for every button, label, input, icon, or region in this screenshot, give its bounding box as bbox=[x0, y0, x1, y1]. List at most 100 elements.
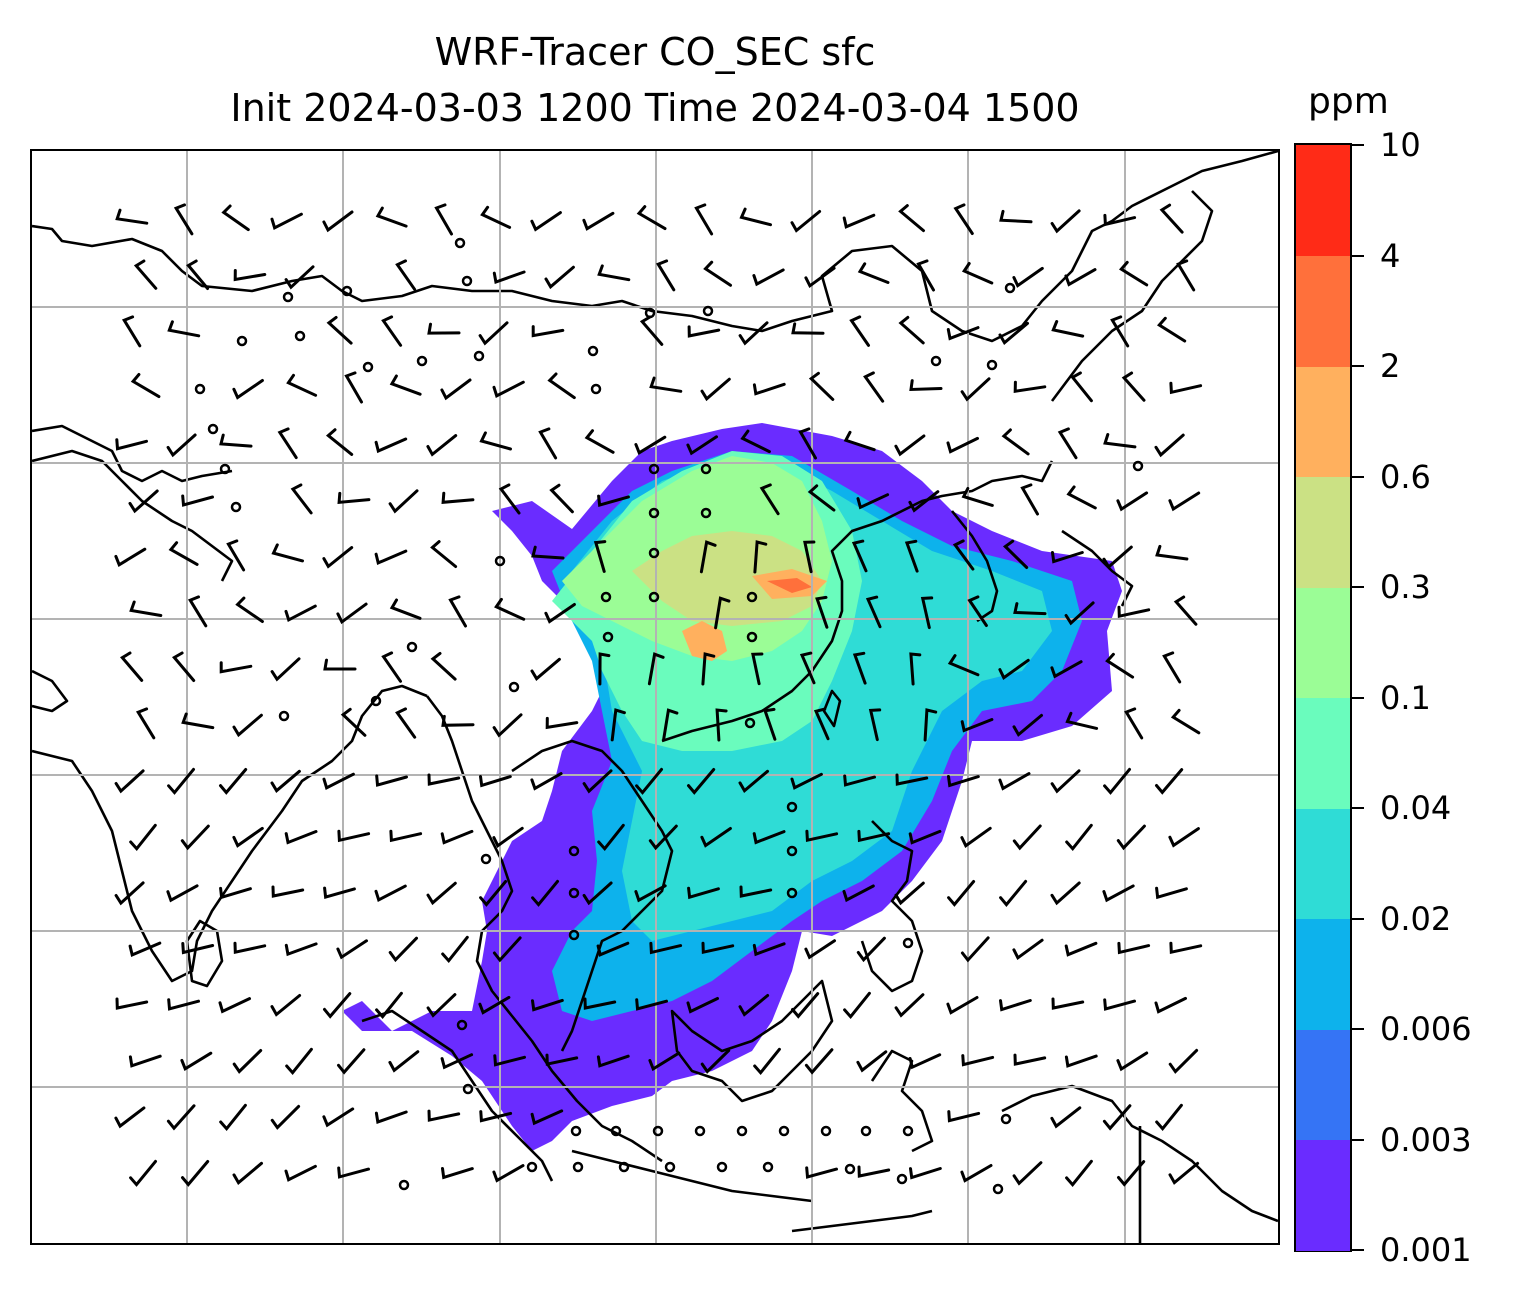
calm-wind-marker bbox=[702, 305, 714, 317]
calm-wind-marker bbox=[694, 1125, 706, 1137]
map-panel bbox=[30, 149, 1280, 1245]
calm-wind-marker bbox=[526, 1161, 538, 1173]
wind-barb bbox=[952, 539, 975, 571]
wind-barb bbox=[1117, 605, 1151, 619]
wind-barb bbox=[1050, 769, 1081, 794]
wind-barb bbox=[1013, 1053, 1047, 1066]
wind-barb bbox=[694, 203, 714, 236]
wind-barb bbox=[545, 716, 579, 730]
wind-barb bbox=[687, 325, 721, 338]
calm-wind-marker bbox=[648, 547, 660, 559]
wind-barb bbox=[1064, 941, 1098, 957]
colorbar-segment bbox=[1296, 918, 1350, 1030]
wind-barb bbox=[374, 1110, 408, 1125]
colorbar-tick bbox=[1352, 586, 1364, 588]
wind-barb bbox=[167, 998, 200, 1011]
wind-barb bbox=[115, 438, 148, 451]
wind-barb bbox=[648, 1051, 681, 1072]
calm-wind-marker bbox=[194, 383, 206, 395]
calm-wind-marker bbox=[618, 1161, 630, 1173]
wind-barb bbox=[909, 1167, 942, 1180]
wind-barb bbox=[344, 371, 363, 404]
wind-barb bbox=[908, 829, 942, 845]
wind-barb bbox=[739, 207, 772, 227]
wind-barb bbox=[635, 767, 663, 795]
wind-barb bbox=[323, 658, 357, 671]
colorbar-tick bbox=[1352, 696, 1364, 699]
calm-wind-marker bbox=[341, 285, 353, 297]
colorbar-tick-label: 0.3 bbox=[1380, 568, 1431, 606]
calm-wind-marker bbox=[282, 291, 294, 303]
wind-barb bbox=[815, 595, 829, 629]
wind-barb bbox=[478, 995, 511, 1015]
wind-barb bbox=[531, 879, 559, 907]
wind-barb bbox=[894, 434, 926, 457]
wind-barb bbox=[813, 707, 830, 741]
colorbar-unit-label: ppm bbox=[1308, 81, 1389, 122]
coastline-taiwan bbox=[822, 689, 842, 728]
wind-barb bbox=[530, 1109, 564, 1126]
wind-barb bbox=[530, 657, 561, 681]
calm-wind-marker bbox=[462, 1083, 474, 1095]
wind-barb bbox=[375, 206, 408, 228]
wind-barb bbox=[752, 830, 786, 845]
coastline-sumatra bbox=[361, 1009, 554, 1182]
wind-barb bbox=[1066, 485, 1097, 510]
wind-barb bbox=[1168, 1161, 1200, 1185]
wind-barb bbox=[700, 377, 731, 402]
colorbar-tick bbox=[1352, 144, 1364, 146]
wind-barb bbox=[337, 1048, 366, 1075]
wind-barb bbox=[1103, 767, 1131, 795]
wind-barb bbox=[636, 205, 667, 231]
wind-barb bbox=[388, 1050, 420, 1073]
wind-barb bbox=[1162, 651, 1182, 684]
wind-barb bbox=[662, 708, 679, 742]
wind-barb bbox=[284, 265, 315, 290]
calm-wind-marker bbox=[587, 345, 599, 357]
wind-barb bbox=[799, 651, 816, 685]
wind-barb bbox=[271, 543, 304, 563]
wind-barb bbox=[909, 379, 943, 392]
wind-barb bbox=[1001, 428, 1030, 456]
wind-barb bbox=[790, 772, 823, 790]
wind-barb bbox=[440, 1053, 474, 1070]
wind-barb bbox=[133, 259, 158, 290]
wind-barb bbox=[1064, 1054, 1098, 1068]
wind-barb bbox=[739, 885, 773, 898]
wind-barb bbox=[270, 769, 301, 793]
wind-barb bbox=[374, 549, 408, 565]
wind-barb bbox=[752, 382, 786, 396]
wind-barb bbox=[1050, 209, 1081, 234]
wind-barb bbox=[531, 325, 565, 338]
colorbar-segment bbox=[1296, 145, 1350, 257]
wind-barb bbox=[1020, 483, 1039, 516]
wind-barb bbox=[998, 321, 1029, 346]
wind-barb bbox=[804, 266, 836, 289]
map-canvas bbox=[32, 151, 1278, 1243]
wind-barb bbox=[1051, 997, 1085, 1010]
wind-barb bbox=[426, 881, 457, 906]
wind-barb bbox=[129, 823, 157, 852]
wind-barb bbox=[219, 661, 253, 674]
wind-barb bbox=[166, 884, 199, 903]
wind-barb bbox=[863, 371, 885, 403]
wind-barb bbox=[493, 1054, 526, 1067]
wind-barb bbox=[374, 884, 407, 903]
wind-barb bbox=[322, 546, 354, 569]
colorbar-tick-label: 0.04 bbox=[1380, 789, 1452, 827]
calm-wind-marker bbox=[986, 359, 998, 371]
calm-wind-marker bbox=[207, 423, 219, 435]
wind-barb bbox=[868, 708, 882, 742]
wind-barb bbox=[920, 596, 934, 630]
wind-barb-layer bbox=[114, 203, 1203, 1195]
wind-barb bbox=[167, 767, 195, 795]
calm-wind-marker bbox=[278, 710, 290, 722]
wind-barb bbox=[808, 371, 835, 401]
wind-barb bbox=[166, 433, 197, 458]
wind-barb bbox=[323, 992, 352, 1019]
wind-barb bbox=[634, 435, 667, 456]
wind-barb bbox=[181, 494, 214, 507]
wind-barb bbox=[999, 999, 1032, 1012]
wind-barb bbox=[479, 880, 508, 907]
calm-wind-marker bbox=[570, 1125, 582, 1137]
